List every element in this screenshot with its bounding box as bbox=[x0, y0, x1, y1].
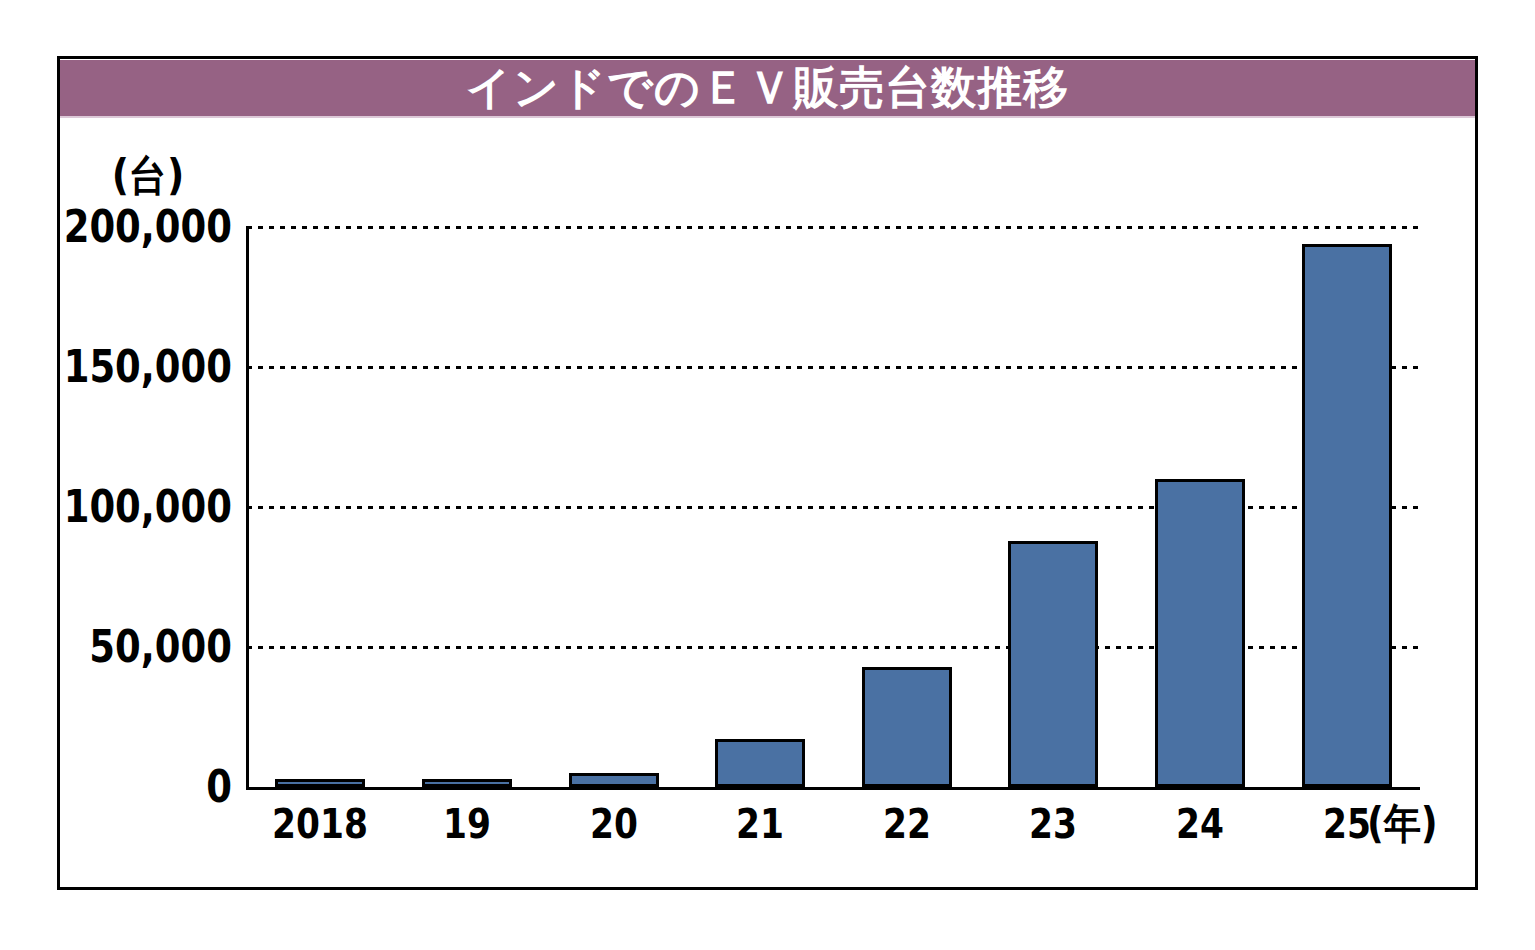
chart-title: インドでのＥＶ販売台数推移 bbox=[466, 60, 1069, 116]
bar-2018 bbox=[275, 779, 365, 787]
bar-25 bbox=[1302, 244, 1392, 787]
chart-title-bar: インドでのＥＶ販売台数推移 bbox=[60, 60, 1475, 118]
y-tick-label-0: 0 bbox=[37, 761, 232, 813]
chart-figure: インドでのＥＶ販売台数推移 0 50,000 100,000 150,000 200,0… bbox=[0, 0, 1535, 950]
x-tick-label-22: 22 bbox=[831, 800, 982, 848]
x-tick-label-24: 24 bbox=[1124, 800, 1275, 848]
bar-23 bbox=[1008, 541, 1098, 787]
y-axis-unit-label: (台) bbox=[58, 152, 238, 200]
bar-21 bbox=[715, 739, 805, 787]
y-tick-label-150000: 150,000 bbox=[37, 341, 232, 393]
x-tick-label-21: 21 bbox=[685, 800, 836, 848]
y-tick-label-200000: 200,000 bbox=[37, 201, 232, 253]
x-axis-line bbox=[246, 787, 1420, 790]
y-tick-label-50000: 50,000 bbox=[37, 621, 232, 673]
bar-24 bbox=[1155, 479, 1245, 787]
gridline-150000 bbox=[247, 366, 1420, 369]
gridline-200000 bbox=[247, 226, 1420, 229]
bar-22 bbox=[862, 667, 952, 787]
y-tick-label-100000: 100,000 bbox=[37, 481, 232, 533]
x-tick-label-19: 19 bbox=[391, 800, 542, 848]
x-tick-label-2018: 2018 bbox=[245, 800, 396, 848]
x-tick-label-23: 23 bbox=[978, 800, 1129, 848]
x-tick-label-20: 20 bbox=[538, 800, 689, 848]
bar-20 bbox=[569, 773, 659, 787]
bar-19 bbox=[422, 779, 512, 787]
y-axis-line bbox=[246, 226, 249, 790]
x-axis-unit-label: (年) bbox=[1367, 800, 1438, 848]
